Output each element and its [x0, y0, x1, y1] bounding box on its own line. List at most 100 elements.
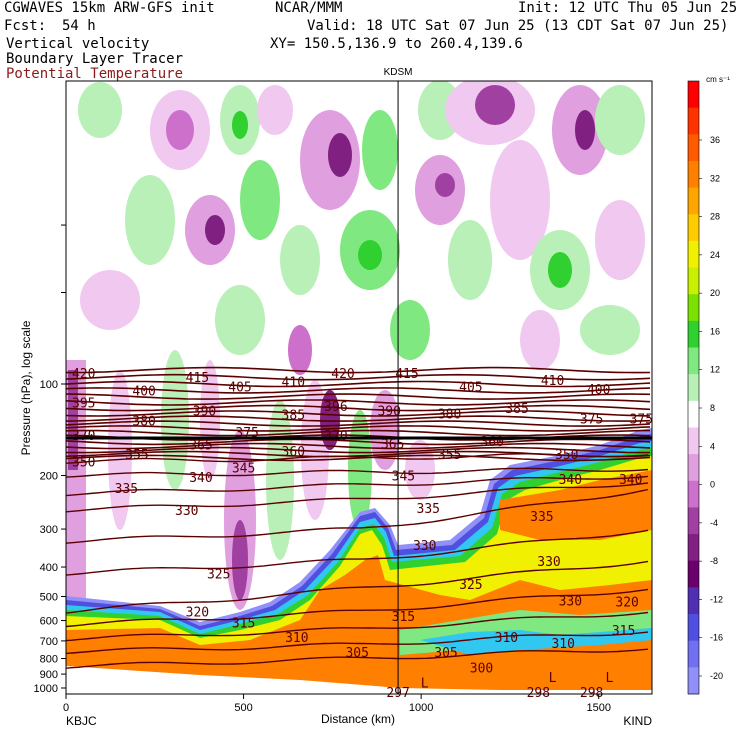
colorbar-swatch — [688, 534, 699, 562]
theta-contour-label: 380 — [132, 415, 155, 430]
theta-contour-label: 340 — [559, 473, 582, 488]
y-tick-label: 700 — [40, 636, 58, 648]
colorbar-swatch — [688, 507, 699, 535]
theta-contour-label: 396 — [324, 400, 347, 415]
x-tick-label: 1500 — [586, 702, 610, 714]
colorbar-swatch — [688, 107, 699, 135]
theta-contour-label: 340 — [189, 471, 212, 486]
colorbar-swatch — [688, 81, 699, 109]
colorbar-tick-label: -20 — [710, 671, 723, 681]
colorbar-tick-label: -4 — [710, 518, 718, 528]
colorbar-tick-label: 28 — [710, 212, 720, 222]
colorbar-swatch — [688, 560, 699, 588]
colorbar-tick-label: 0 — [710, 480, 715, 490]
y-tick-label: 300 — [40, 524, 58, 536]
theta-contour-line — [66, 393, 651, 400]
colorbar-swatch — [688, 667, 699, 695]
theta-contour-line — [66, 482, 649, 513]
x-axis-label: Distance (km) — [321, 712, 395, 726]
colorbar-swatch — [688, 214, 699, 242]
colorbar-tick-label: 20 — [710, 288, 720, 298]
theta-contour-line — [66, 446, 650, 454]
bl-tracer-cyan-band — [420, 628, 652, 655]
colorbar-tick-label: -8 — [710, 556, 718, 566]
theta-contour-line — [66, 475, 649, 497]
theta-contour-label: 390 — [193, 404, 216, 419]
y-tick-label: 600 — [40, 616, 58, 628]
colorbar: 36 32 28 24 20 16 12 8 4 0 -4 -8 -12 -16 -20 — [687, 80, 723, 695]
theta-contour-label: 420 — [72, 367, 95, 382]
plot-frame — [65, 80, 653, 695]
theta-contour-line — [66, 380, 651, 388]
theta-contour-label: 405 — [228, 381, 251, 396]
theta-contour-label: 415 — [395, 367, 418, 382]
theta-contour-label: 385 — [282, 409, 305, 424]
x-tick-label: 500 — [234, 702, 252, 714]
y-tick-label: 400 — [40, 562, 58, 574]
colorbar-swatch — [688, 374, 699, 402]
y-axis-label: Pressure (hPa), log scale — [19, 320, 33, 455]
theta-contour-label: 305 — [345, 646, 368, 661]
theta-contour-line — [66, 429, 650, 437]
colorbar-tick-label: 8 — [710, 403, 715, 413]
theta-contour-label: 340 — [619, 473, 642, 488]
theta-contour-label: L — [549, 671, 557, 686]
colorbar-swatch — [688, 400, 699, 428]
theta-contour-label: 375 — [630, 413, 653, 428]
colorbar-swatch — [688, 267, 699, 295]
y-tick-label: 500 — [40, 591, 58, 603]
theta-contour-label: 310 — [551, 637, 574, 652]
y-tick-label: 200 — [40, 471, 58, 483]
theta-contour-label: 310 — [285, 631, 308, 646]
theta-contour-label: 350 — [555, 448, 578, 463]
valid-time: Valid: 18 UTC Sat 07 Jun 25 (13 CDT Sat … — [307, 18, 729, 34]
colorbar-swatch — [688, 614, 699, 642]
theta-contour-line — [66, 453, 649, 464]
theta-contour-line — [66, 588, 649, 628]
colorbar-swatch — [688, 347, 699, 375]
colorbar-swatch — [688, 480, 699, 508]
theta-contour-line — [66, 648, 649, 669]
theta-contour-label: 410 — [282, 375, 305, 390]
colorbar-tick-label: 12 — [710, 365, 720, 375]
theta-contour-label: 415 — [186, 371, 209, 386]
theta-contour-label: 305 — [434, 646, 457, 661]
theta-contour-label: L — [605, 671, 613, 686]
theta-contour-label: 335 — [530, 510, 553, 525]
theta-contour-label: 310 — [495, 631, 518, 646]
colorbar-swatch — [688, 134, 699, 162]
theta-contour-label: 325 — [207, 567, 230, 582]
theta-contour-label: 325 — [459, 578, 482, 593]
theta-contour-label: 298 — [580, 686, 603, 701]
theta-contour-label: 320 — [186, 605, 209, 620]
theta-contour-line — [66, 631, 649, 655]
theta-contour-label: 385 — [505, 402, 528, 417]
theta-contour-line — [66, 410, 651, 417]
colorbar-frame — [687, 80, 700, 695]
theta-contour-line — [66, 529, 649, 576]
colorbar-swatch — [688, 240, 699, 269]
theta-contour-label: 298 — [527, 686, 550, 701]
theta-contour-labels: 420 415 420 415 405 410 400 395 400 405 410 390 396 3… — [72, 367, 653, 701]
y-tick-label: 1000 — [34, 683, 58, 695]
theta-contour-label: 315 — [392, 610, 415, 625]
x-axis-ticks: 0 500 1000 1500 — [63, 694, 611, 714]
colorbar-swatch — [688, 587, 699, 615]
theta-contour-line — [66, 404, 651, 412]
init-time: Init: 12 UTC Thu 05 Jun 25 — [518, 0, 738, 16]
theta-contour-label: 335 — [417, 502, 440, 517]
theta-contour-label: 380 — [438, 407, 461, 422]
theta-contour-line — [66, 560, 649, 614]
theta-contour-line — [66, 415, 651, 422]
bl-tracer-orange2 — [500, 470, 652, 540]
right-endpoint-label: KIND — [623, 714, 652, 728]
colorbar-tick-label: 16 — [710, 326, 720, 336]
theta-contour-label: 345 — [232, 461, 255, 476]
y-tick-label: 800 — [40, 654, 58, 666]
colorbar-tick-label: -16 — [710, 633, 723, 643]
theta-contour-label: 350 — [72, 456, 95, 471]
colorbar-tick-label: 32 — [710, 173, 720, 183]
theta-contours — [66, 366, 651, 669]
fcst-label: Fcst: — [4, 18, 47, 34]
